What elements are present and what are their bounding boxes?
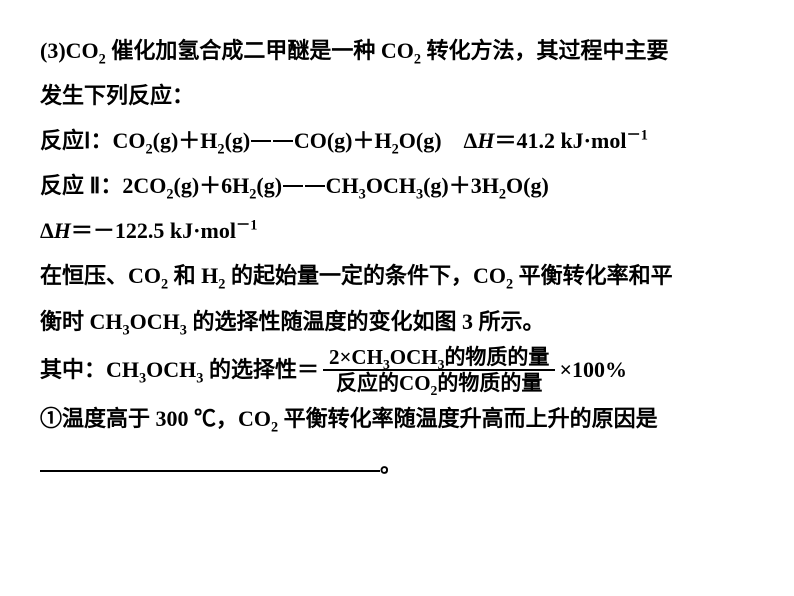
text: CH <box>326 173 359 198</box>
text: 2×CH <box>329 345 383 369</box>
text: 。 <box>380 452 402 477</box>
superscript: －1 <box>236 218 257 234</box>
text: (g)＋H <box>153 128 218 153</box>
answer-blank-line: 。 <box>40 442 754 487</box>
reaction-arrow <box>251 140 271 142</box>
paragraph-line-4: 衡时 CH3OCH3 的选择性随温度的变化如图 3 所示。 <box>40 299 754 344</box>
text: O(g) <box>399 128 442 153</box>
text: OCH <box>390 345 438 369</box>
reaction-arrow <box>305 185 325 187</box>
text: 其中：CH <box>40 357 139 382</box>
selectivity-formula-line: 其中：CH3OCH3 的选择性＝2×CH3OCH3的物质的量反应的CO2的物质的… <box>40 344 754 397</box>
text: ＝－122.5 kJ·mol <box>71 218 236 243</box>
text: ×100% <box>559 357 627 382</box>
text: OCH <box>130 309 180 334</box>
text: 2CO <box>122 173 166 198</box>
text: 衡时 CH <box>40 309 123 334</box>
paragraph-line-3: 在恒压、CO2 和 H2 的起始量一定的条件下，CO2 平衡转化率和平 <box>40 253 754 298</box>
text: 催化加氢合成二甲醚是一种 CO <box>106 38 414 63</box>
subscript: 3 <box>383 357 390 372</box>
text: (g) <box>225 128 251 153</box>
subscript: 2 <box>392 142 399 158</box>
fraction-denominator: 反应的CO2的物质的量 <box>323 371 555 394</box>
text: 和 H <box>168 263 218 288</box>
text: (3)CO <box>40 38 99 63</box>
text: H <box>477 128 494 153</box>
subscript: 3 <box>180 322 187 338</box>
text: Δ <box>464 128 478 153</box>
reaction-arrow <box>283 185 303 187</box>
text: 在恒压、CO <box>40 263 161 288</box>
text: 反应的CO <box>336 371 431 395</box>
subscript: 2 <box>499 187 506 203</box>
text: 发生下列反应： <box>40 83 194 108</box>
text: (g) <box>256 173 282 198</box>
text: 的选择性＝ <box>203 357 319 382</box>
text: 的物质的量 <box>437 371 542 395</box>
text: CO <box>113 128 146 153</box>
text: ＝41.2 kJ·mol <box>494 128 626 153</box>
text: 的选择性随温度的变化如图 3 所示。 <box>187 309 545 334</box>
text: (g)＋3H <box>423 173 499 198</box>
paragraph-line-2: 发生下列反应： <box>40 73 754 118</box>
text: 反应Ⅰ： <box>40 128 113 153</box>
paragraph-line-1: (3)CO2 催化加氢合成二甲醚是一种 CO2 转化方法，其过程中主要 <box>40 28 754 73</box>
fill-blank[interactable] <box>40 448 380 472</box>
subscript: 2 <box>166 187 173 203</box>
text: Δ <box>40 218 54 243</box>
document-page: (3)CO2 催化加氢合成二甲醚是一种 CO2 转化方法，其过程中主要 发生下列… <box>0 0 794 507</box>
superscript: －1 <box>626 128 647 144</box>
reaction-2-dh-line: ΔH＝－122.5 kJ·mol－1 <box>40 208 754 253</box>
reaction-2-line: 反应 Ⅱ：2CO2(g)＋6H2(g)CH3OCH3(g)＋3H2O(g) <box>40 163 754 208</box>
text: ①温度高于 300 ℃，CO <box>40 406 271 431</box>
text: CO(g)＋H <box>294 128 392 153</box>
text: OCH <box>366 173 416 198</box>
text: H <box>54 218 71 243</box>
subscript: 3 <box>123 322 130 338</box>
text: OCH <box>146 357 196 382</box>
question-line-1: ①温度高于 300 ℃，CO2 平衡转化率随温度升高而上升的原因是 <box>40 396 754 441</box>
text: 平衡转化率随温度升高而上升的原因是 <box>278 406 658 431</box>
text: 的起始量一定的条件下，CO <box>225 263 506 288</box>
fraction-numerator: 2×CH3OCH3的物质的量 <box>323 346 555 371</box>
text: 的物质的量 <box>444 345 549 369</box>
subscript: 2 <box>146 142 153 158</box>
subscript: 3 <box>359 187 366 203</box>
subscript: 2 <box>99 51 106 67</box>
subscript: 2 <box>414 51 421 67</box>
text: O(g) <box>506 173 549 198</box>
text: 反应 Ⅱ： <box>40 173 122 198</box>
reaction-arrow <box>273 140 293 142</box>
text: 平衡转化率和平 <box>513 263 673 288</box>
text: 转化方法，其过程中主要 <box>421 38 669 63</box>
text: (g)＋6H <box>174 173 250 198</box>
fraction: 2×CH3OCH3的物质的量反应的CO2的物质的量 <box>323 346 555 394</box>
subscript: 2 <box>217 142 224 158</box>
reaction-1-line: 反应Ⅰ：CO2(g)＋H2(g)CO(g)＋H2O(g)ΔH＝41.2 kJ·m… <box>40 118 754 163</box>
